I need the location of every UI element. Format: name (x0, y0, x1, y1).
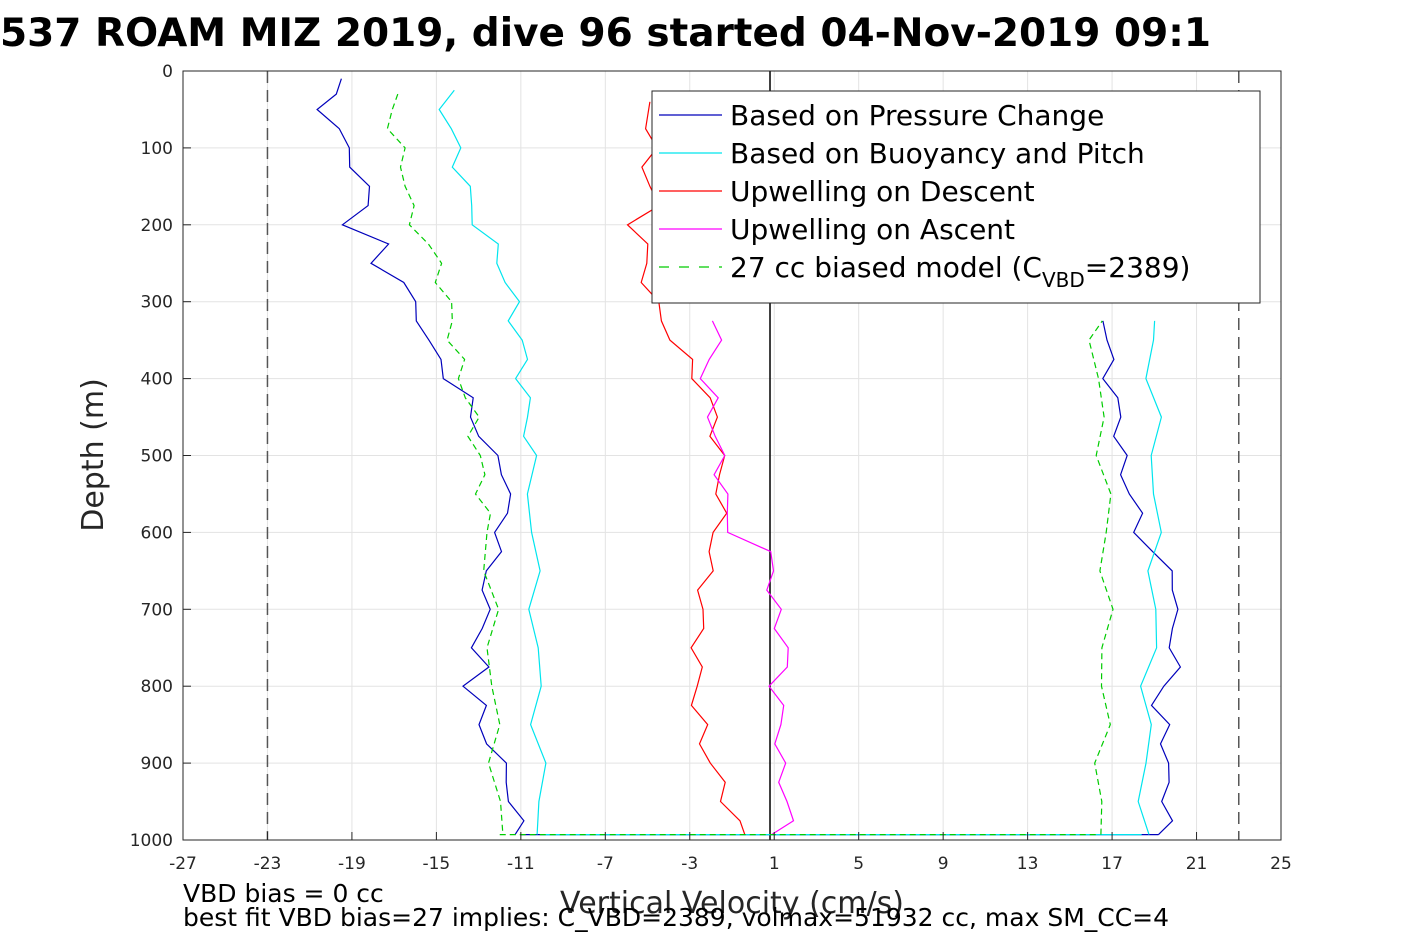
x-tick-label: 9 (938, 854, 949, 874)
series-line-descent (316, 78, 525, 835)
y-tick-label: 900 (141, 754, 173, 774)
chart-title: 537 ROAM MIZ 2019, dive 96 started 04-No… (0, 11, 1211, 56)
x-tick-label: 25 (1270, 854, 1292, 874)
legend-box (651, 90, 1261, 304)
x-tick-label: 21 (1186, 854, 1208, 874)
x-axis-label: Vertical Velocity (cm/s) (560, 886, 904, 921)
series-line-descent (386, 93, 504, 835)
y-tick-label: 800 (141, 677, 173, 697)
y-tick-label: 100 (141, 139, 173, 159)
y-tick-label: 700 (141, 600, 173, 620)
series-line-ascent (1088, 320, 1114, 835)
x-tick-label: 5 (853, 854, 864, 874)
footnote-best-fit: best fit VBD bias=27 implies: C_VBD=2389… (183, 903, 1169, 932)
series-line-ascent (1102, 320, 1182, 836)
x-tick-label: -19 (338, 854, 366, 874)
x-tick-label: -23 (254, 854, 282, 874)
series-line-descent (438, 89, 547, 835)
x-tick-label: 17 (1101, 854, 1123, 874)
series-lines (316, 78, 1182, 836)
y-tick-label: 600 (141, 523, 173, 543)
series-line-ascent (699, 320, 795, 836)
x-tick-label: 1 (769, 854, 780, 874)
y-tick-label: 0 (162, 62, 173, 82)
series-2 (626, 101, 746, 835)
legend-entry: Based on Buoyancy and Pitch (730, 137, 1145, 170)
legend: Based on Pressure Change Based on Buoyanc… (651, 90, 1261, 304)
y-tick-label: 400 (141, 370, 173, 390)
x-tick-label: -11 (507, 854, 535, 874)
legend-entry: Upwelling on Ascent (730, 213, 1015, 246)
series-line-descent (626, 101, 746, 835)
legend-entry: Upwelling on Descent (730, 175, 1035, 208)
series-line-ascent (1137, 320, 1163, 835)
y-tick-label: 1000 (130, 831, 173, 851)
y-tick-label: 500 (141, 447, 173, 467)
y-tick-labels: 0 100 200 300 400 500 600 700 800 900 1000 (130, 62, 191, 851)
x-tick-labels: -27 -23 -19 -15 -11 -7 -3 1 5 9 13 17 21 25 (169, 832, 1292, 874)
x-tick-label: -3 (681, 854, 698, 874)
x-tick-label: -27 (169, 854, 197, 874)
footnote-vbd-bias: VBD bias = 0 cc (183, 879, 384, 908)
legend-entry: Based on Pressure Change (730, 99, 1104, 132)
y-tick-label: 300 (141, 293, 173, 313)
x-tick-label: -15 (422, 854, 450, 874)
x-tick-label: -7 (597, 854, 614, 874)
series-3 (699, 320, 795, 836)
x-tick-label: 13 (1017, 854, 1039, 874)
series-4 (386, 93, 1114, 836)
y-axis-label: Depth (m) (76, 378, 111, 532)
y-tick-label: 200 (141, 216, 173, 236)
